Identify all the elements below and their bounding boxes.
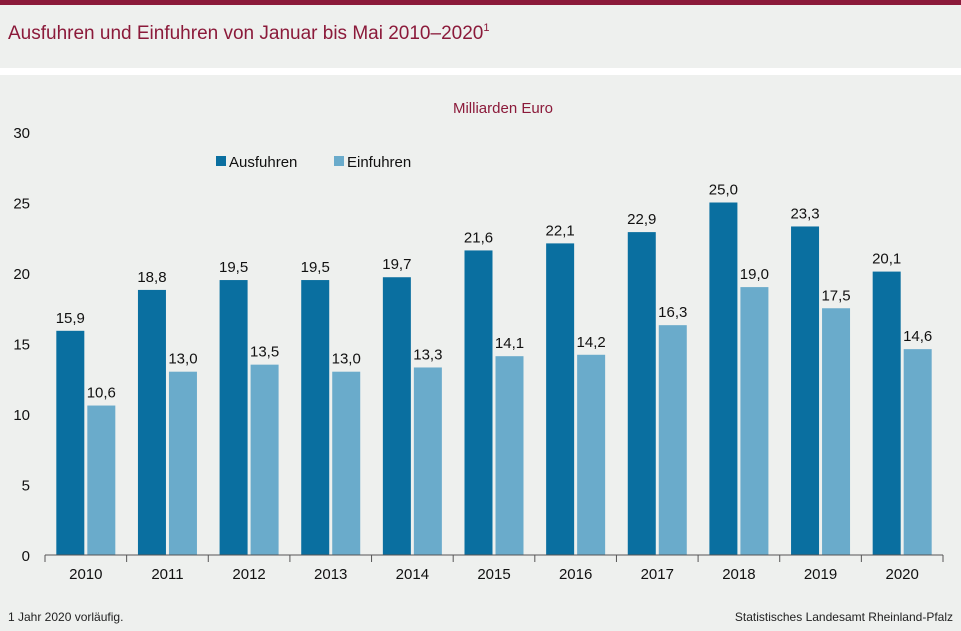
x-tick-label: 2016 <box>559 566 592 583</box>
bar-einfuhren-2015 <box>495 356 524 555</box>
bar-einfuhren-2019 <box>822 308 851 555</box>
y-tick-label: 10 <box>13 407 30 424</box>
x-tick-label: 2012 <box>232 566 265 583</box>
bar-ausfuhren-2014 <box>382 277 411 555</box>
footnote: 1 Jahr 2020 vorläufig. <box>8 610 124 624</box>
bar-value-label: 14,1 <box>495 335 524 352</box>
bar-labels: 15,9 10,6 18,8 13,0 19,5 13,5 19,5 13,0 19,7 13,3… <box>56 182 933 402</box>
bar-value-label: 20,1 <box>872 251 901 268</box>
x-tick-label: 2019 <box>804 566 837 583</box>
y-tick-label: 20 <box>13 266 30 283</box>
bar-value-label: 19,5 <box>219 259 248 276</box>
bar-ausfuhren-2015 <box>464 250 493 555</box>
bar-value-label: 19,5 <box>301 259 330 276</box>
bar-einfuhren-2016 <box>577 354 606 555</box>
y-axis-ticks: 0 5 10 15 20 25 30 <box>13 125 30 565</box>
bar-einfuhren-2011 <box>168 371 197 555</box>
bar-value-label: 16,3 <box>658 304 687 321</box>
bar-einfuhren-2018 <box>740 287 769 555</box>
bar-einfuhren-2017 <box>658 325 687 555</box>
bar-value-label: 23,3 <box>790 205 819 222</box>
x-axis: 2010 2011 2012 2013 2014 2015 2016 2017 2018 2019… <box>44 554 944 583</box>
bar-value-label: 13,0 <box>332 351 361 368</box>
source-credit: Statistisches Landesamt Rheinland-Pfalz <box>734 610 953 624</box>
legend-label-einfuhren: Einfuhren <box>347 154 411 171</box>
bar-einfuhren-2012 <box>250 364 279 555</box>
bar-value-label: 22,1 <box>546 222 575 239</box>
bar-ausfuhren-2012 <box>219 280 248 555</box>
x-tick-label: 2013 <box>314 566 347 583</box>
x-tick-label: 2011 <box>151 566 183 583</box>
bar-ausfuhren-2011 <box>137 289 166 555</box>
x-tick-label: 2018 <box>722 566 755 583</box>
bar-einfuhren-2014 <box>413 367 442 555</box>
bar-einfuhren-2010 <box>87 405 116 555</box>
bar-value-label: 19,7 <box>382 256 411 273</box>
bar-ausfuhren-2016 <box>546 243 575 555</box>
bar-ausfuhren-2017 <box>627 232 656 556</box>
bar-value-label: 13,5 <box>250 344 279 361</box>
bar-value-label: 22,9 <box>627 211 656 228</box>
title-divider <box>0 68 961 75</box>
bar-value-label: 18,8 <box>137 269 166 286</box>
title-footnote-marker: 1 <box>483 22 490 34</box>
top-accent-bar <box>0 0 961 5</box>
x-tick-label: 2010 <box>69 566 102 583</box>
bar-ausfuhren-2018 <box>709 202 738 555</box>
x-tick-label: 2020 <box>885 566 918 583</box>
bar-value-label: 21,6 <box>464 229 493 246</box>
bar-einfuhren-2020 <box>903 349 932 555</box>
bar-value-label: 10,6 <box>87 385 116 402</box>
bar-value-label: 13,3 <box>413 346 442 363</box>
y-tick-label: 15 <box>13 337 30 354</box>
bars <box>56 202 932 556</box>
bar-ausfuhren-2010 <box>56 330 85 555</box>
legend-swatch-einfuhren <box>334 156 344 166</box>
unit-label: Milliarden Euro <box>453 100 553 117</box>
x-tick-label: 2014 <box>396 566 429 583</box>
bar-value-label: 17,5 <box>821 287 850 304</box>
bar-ausfuhren-2020 <box>872 271 901 555</box>
legend-swatch-ausfuhren <box>216 156 226 166</box>
bar-ausfuhren-2019 <box>791 226 820 555</box>
bar-value-label: 13,0 <box>168 351 197 368</box>
y-tick-label: 25 <box>13 196 30 213</box>
page-title: Ausfuhren und Einfuhren von Januar bis M… <box>8 22 490 44</box>
bar-value-label: 19,0 <box>740 266 769 283</box>
x-tick-label: 2017 <box>641 566 674 583</box>
bar-einfuhren-2013 <box>332 371 361 555</box>
legend-label-ausfuhren: Ausfuhren <box>229 154 297 171</box>
bar-ausfuhren-2013 <box>301 280 330 555</box>
y-tick-label: 5 <box>22 478 30 495</box>
y-tick-label: 30 <box>13 125 30 142</box>
legend: Ausfuhren Einfuhren <box>216 154 411 171</box>
y-tick-label: 0 <box>22 548 30 565</box>
bar-value-label: 14,6 <box>903 328 932 345</box>
x-tick-label: 2015 <box>477 566 510 583</box>
bar-value-label: 25,0 <box>709 182 738 199</box>
bar-value-label: 14,2 <box>577 334 606 351</box>
bar-chart: Milliarden Euro 0 5 10 15 20 25 30 15,9 10,6 18,… <box>13 100 944 583</box>
bar-value-label: 15,9 <box>56 310 85 327</box>
